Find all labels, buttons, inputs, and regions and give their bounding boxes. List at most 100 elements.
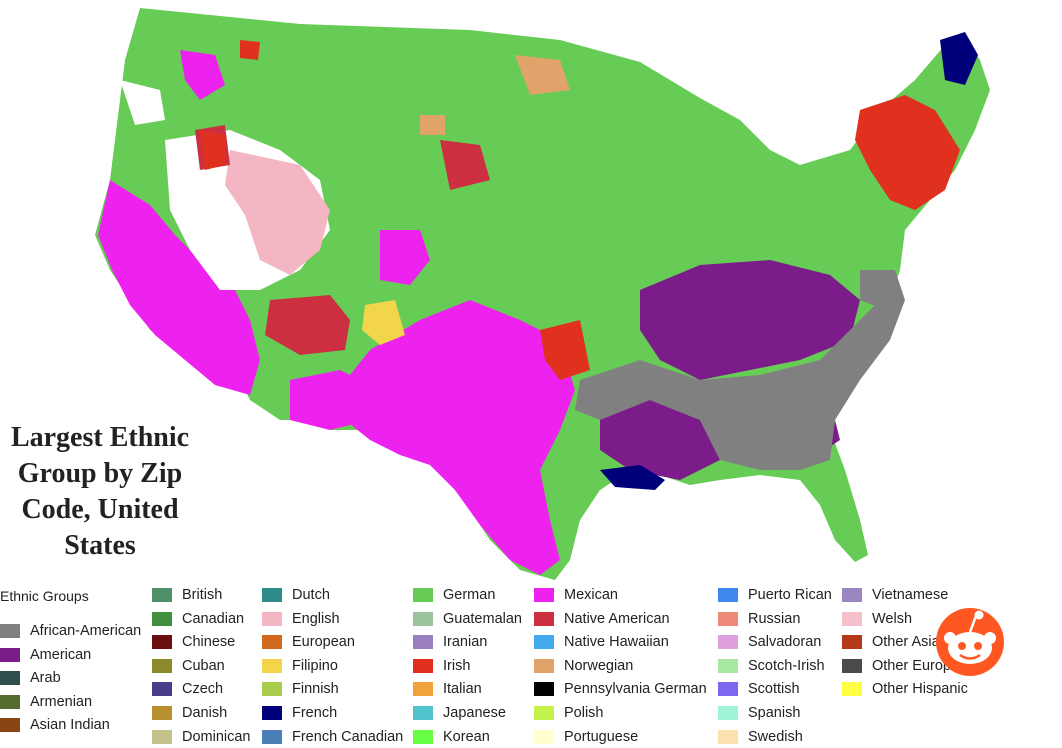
legend-label: Italian	[443, 681, 482, 698]
legend-swatch	[534, 706, 554, 720]
legend-item-salvadoran: Salvadoran	[718, 631, 821, 653]
legend-item-iranian: Iranian	[413, 631, 487, 653]
legend-swatch	[262, 729, 282, 744]
legend-label: Polish	[564, 705, 604, 721]
legend-item-polish: Polish	[534, 702, 604, 724]
legend-label: Iranian	[443, 634, 488, 651]
legend-item-native-american: Native American	[534, 608, 670, 630]
legend-swatch	[718, 635, 738, 650]
legend-label: French Canadian	[292, 728, 404, 745]
legend-item-czech: Czech	[152, 678, 223, 700]
legend-swatch	[413, 706, 433, 720]
legend-label: Armenian	[30, 693, 93, 710]
legend-item-guatemalan: Guatemalan	[413, 608, 522, 630]
legend-swatch	[152, 729, 172, 744]
legend-item-arab: Arab	[0, 667, 61, 689]
legend-item-russian: Russian	[718, 608, 800, 630]
legend-swatch	[718, 682, 738, 697]
legend-label: Puerto Rican	[748, 587, 832, 603]
legend-swatch	[534, 658, 554, 673]
legend-item-asian-indian: Asian Indian	[0, 714, 110, 736]
legend-item-european: European	[262, 631, 355, 653]
legend-label: Dominican	[182, 728, 251, 745]
legend-label: British	[182, 587, 223, 603]
legend-label: Scottish	[748, 681, 800, 698]
legend-label: Native Hawaiian	[564, 634, 669, 651]
legend-label: Other Hispanic	[872, 681, 968, 698]
legend-swatch	[0, 671, 20, 686]
legend-item-vietnamese: Vietnamese	[842, 584, 948, 606]
legend-item-american: American	[0, 644, 91, 666]
legend-item-canadian: Canadian	[152, 608, 244, 630]
legend-item-welsh: Welsh	[842, 608, 912, 630]
legend-swatch	[262, 706, 282, 720]
legend-swatch	[413, 729, 433, 744]
legend-item-chinese: Chinese	[152, 631, 235, 653]
legend-label: Welsh	[872, 610, 913, 627]
legend-swatch	[152, 658, 172, 673]
legend-label: French	[292, 705, 338, 721]
legend-swatch	[413, 611, 433, 626]
legend-swatch	[534, 588, 554, 602]
legend-label: American	[30, 646, 92, 663]
legend-item-scotch-irish: Scotch-Irish	[718, 655, 825, 677]
legend-label: English	[292, 610, 340, 627]
legend-swatch	[534, 682, 554, 697]
legend-item-portuguese: Portuguese	[534, 726, 638, 748]
legend-swatch	[0, 718, 20, 733]
legend-swatch	[0, 647, 20, 662]
legend-swatch	[842, 588, 862, 602]
legend-swatch	[413, 588, 433, 602]
legend-label: Korean	[443, 728, 490, 745]
legend-label: Mexican	[564, 587, 618, 603]
legend-label: Irish	[443, 657, 471, 674]
legend-swatch	[842, 635, 862, 650]
legend-swatch	[152, 635, 172, 650]
legend-label: Finnish	[292, 681, 339, 698]
legend-label: Russian	[748, 610, 801, 627]
legend-item-danish: Danish	[152, 702, 227, 724]
legend-label: Canadian	[182, 610, 245, 627]
map-title: Largest Ethnic Group by Zip Code, United St…	[10, 422, 190, 561]
legend-swatch	[262, 611, 282, 626]
legend-swatch	[152, 682, 172, 697]
legend-swatch	[718, 706, 738, 720]
legend-item-cuban: Cuban	[152, 655, 225, 677]
legend-label: Danish	[182, 705, 228, 721]
legend-swatch	[718, 588, 738, 602]
legend-item-scottish: Scottish	[718, 678, 800, 700]
legend-label: Pennsylvania German	[564, 681, 707, 698]
legend-swatch	[262, 588, 282, 602]
legend-swatch	[718, 729, 738, 744]
legend-item-other-hispanic: Other Hispanic	[842, 678, 968, 700]
legend-label: Filipino	[292, 657, 338, 674]
legend-item-irish: Irish	[413, 655, 470, 677]
legend-item-french: French	[262, 702, 337, 724]
legend-item-spanish: Spanish	[718, 702, 800, 724]
legend-label: Dutch	[292, 587, 330, 603]
legend-label: Scotch-Irish	[748, 657, 825, 674]
legend-item-french-canadian: French Canadian	[262, 726, 403, 748]
legend-swatch	[262, 658, 282, 673]
legend-item-armenian: Armenian	[0, 691, 92, 713]
legend-swatch	[152, 588, 172, 602]
legend-swatch	[718, 611, 738, 626]
legend-item-native-hawaiian: Native Hawaiian	[534, 631, 669, 653]
legend-swatch	[0, 694, 20, 709]
legend-label: Swedish	[748, 728, 803, 745]
legend-swatch	[152, 611, 172, 626]
legend-item-swedish: Swedish	[718, 726, 803, 748]
legend-label: European	[292, 634, 355, 651]
legend-swatch	[262, 682, 282, 697]
legend-swatch	[718, 658, 738, 673]
legend-label: Chinese	[182, 634, 236, 651]
legend-label: Norwegian	[564, 657, 634, 674]
legend-item-dutch: Dutch	[262, 584, 330, 606]
legend-label: Japanese	[443, 705, 506, 721]
legend-item-korean: Korean	[413, 726, 490, 748]
legend-item-puerto-rican: Puerto Rican	[718, 584, 832, 606]
legend-item-italian: Italian	[413, 678, 482, 700]
legend-swatch	[842, 611, 862, 626]
legend-swatch	[413, 635, 433, 650]
